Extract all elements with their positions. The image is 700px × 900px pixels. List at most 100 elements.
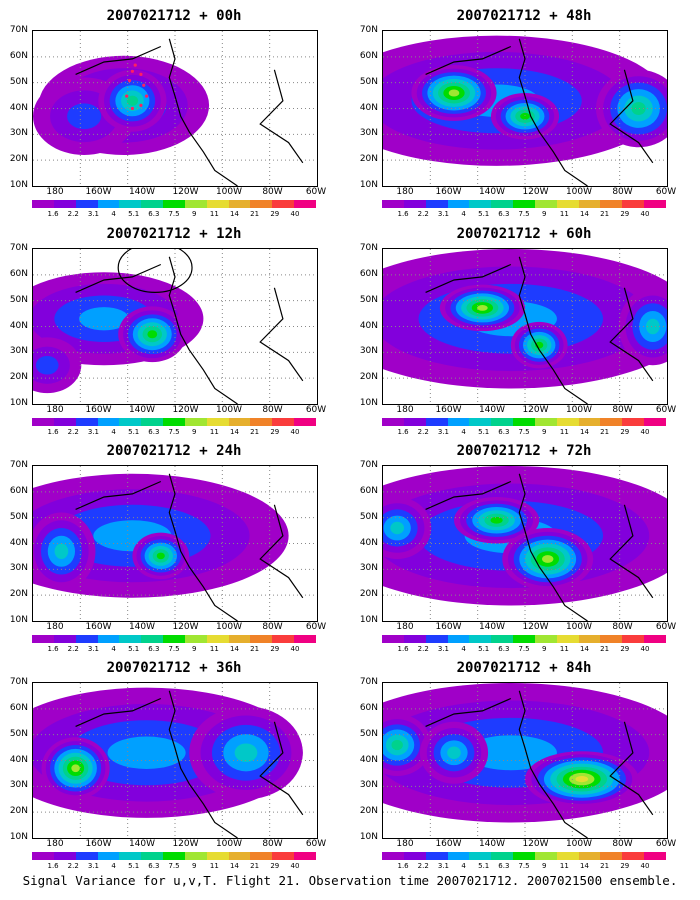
colorbar-swatch [53, 200, 76, 208]
colorbar-swatch [622, 635, 645, 643]
colorbar-swatch [75, 852, 98, 860]
colorbar-swatch [75, 418, 98, 426]
colorbar-swatch [469, 418, 492, 426]
colorbar-label: 7.5 [518, 645, 530, 653]
colorbar-swatch [163, 852, 185, 860]
colorbar-swatch [447, 852, 470, 860]
colorbar [32, 635, 316, 643]
colorbar-label: 2.2 [417, 210, 429, 218]
colorbar-label: 9 [191, 645, 197, 653]
x-axis-label: 100W [565, 622, 593, 632]
colorbar-label: 7.5 [518, 428, 530, 436]
colorbar-labels: 1.6 2.2 3.1 4 5.1 6.3 7.5 9 11 14 21 29 40 [43, 645, 305, 653]
colorbar-label: 40 [290, 862, 300, 870]
map-svg [383, 683, 667, 838]
colorbar-label: 40 [290, 210, 300, 218]
colorbar-label: 3.1 [87, 645, 99, 653]
colorbar-swatch [403, 635, 426, 643]
coastline [259, 504, 304, 599]
colorbar-swatch [53, 418, 76, 426]
colorbar-label: 4 [461, 862, 466, 870]
y-axis-label: 30N [359, 563, 378, 574]
colorbar-labels: 1.6 2.2 3.1 4 5.1 6.3 7.5 9 11 14 21 29 40 [43, 862, 305, 870]
colorbar-label: 3.1 [437, 645, 449, 653]
x-axis-label: 100W [565, 187, 593, 197]
colorbar-swatch [425, 852, 448, 860]
colorbar-swatch [206, 418, 229, 426]
observation-point [142, 83, 146, 87]
colorbar-swatch [491, 852, 514, 860]
y-axis-label: 30N [9, 780, 28, 791]
colorbar-label: 2.2 [417, 428, 429, 436]
y-axis-label: 10N [359, 832, 378, 842]
x-axis-label: 160W [85, 405, 112, 415]
x-axis-label: 140W [128, 622, 156, 632]
x-axis-label: 60W [305, 187, 327, 197]
colorbar-swatch [184, 418, 207, 426]
map-area [382, 465, 668, 622]
variance-contour [477, 304, 488, 311]
figure-caption: Signal Variance for u,v,T. Flight 21. Ob… [22, 873, 678, 888]
colorbar-label: 5.1 [128, 862, 140, 870]
colorbar-swatch [184, 852, 207, 860]
variance-contour [391, 739, 403, 751]
map-svg [33, 466, 317, 621]
colorbar-label: 2.2 [67, 862, 79, 870]
panel-title: 2007021712 + 36h [106, 660, 242, 676]
coastline [609, 69, 654, 164]
map-area [382, 30, 668, 187]
colorbar-swatch [206, 852, 229, 860]
colorbar-swatch [556, 200, 579, 208]
panel-title: 2007021712 + 60h [456, 226, 592, 242]
colorbar-label: 29 [620, 210, 630, 218]
colorbar-label: 6.3 [148, 862, 160, 870]
coastline [75, 480, 162, 510]
colorbar-swatch [425, 418, 448, 426]
map-area [32, 30, 318, 187]
colorbar [382, 418, 666, 426]
variance-contour [147, 330, 158, 339]
colorbar-swatch [491, 200, 514, 208]
colorbar-swatch [53, 852, 76, 860]
colorbar-label: 9 [191, 862, 197, 870]
panel-title: 2007021712 + 24h [106, 443, 242, 459]
colorbar-label: 7.5 [518, 210, 530, 218]
x-axis-label: 100W [215, 405, 243, 415]
colorbar-labels: 1.6 2.2 3.1 4 5.1 6.3 7.5 9 11 14 21 29 40 [43, 210, 305, 218]
colorbar-label: 3.1 [437, 862, 449, 870]
x-axis-label: 80W [262, 622, 283, 632]
y-axis-label: 50N [359, 728, 378, 739]
observation-point [133, 63, 137, 67]
x-axis-label: 60W [305, 839, 327, 849]
colorbar-swatch [491, 418, 514, 426]
colorbar-swatch [513, 418, 535, 426]
colorbar-swatch [294, 852, 316, 860]
y-axis-label: 10N [9, 180, 28, 190]
colorbar-label: 21 [250, 210, 260, 218]
colorbar-swatch [272, 852, 295, 860]
colorbar-swatch [425, 200, 448, 208]
x-axis-label: 140W [478, 187, 506, 197]
coastline [259, 287, 304, 382]
colorbar-swatch [163, 418, 185, 426]
observation-point [130, 69, 134, 73]
variance-contour [71, 764, 80, 773]
x-axis-label: 100W [565, 405, 593, 415]
coastline [609, 287, 654, 382]
colorbar-label: 6.3 [498, 645, 510, 653]
colorbar-swatch [97, 635, 120, 643]
colorbar-swatch [119, 852, 142, 860]
colorbar-swatch [469, 635, 492, 643]
colorbar [382, 852, 666, 860]
colorbar-swatch [272, 418, 295, 426]
colorbar-swatch [622, 418, 645, 426]
colorbar-swatch [228, 200, 251, 208]
colorbar-label: 21 [250, 428, 260, 436]
colorbar-label: 11 [559, 645, 569, 653]
colorbar-label: 40 [640, 210, 650, 218]
colorbar-label: 29 [270, 428, 280, 436]
colorbar-swatch [294, 418, 316, 426]
colorbar-swatch [403, 200, 426, 208]
colorbar-label: 11 [559, 428, 569, 436]
variance-contour [575, 776, 589, 783]
